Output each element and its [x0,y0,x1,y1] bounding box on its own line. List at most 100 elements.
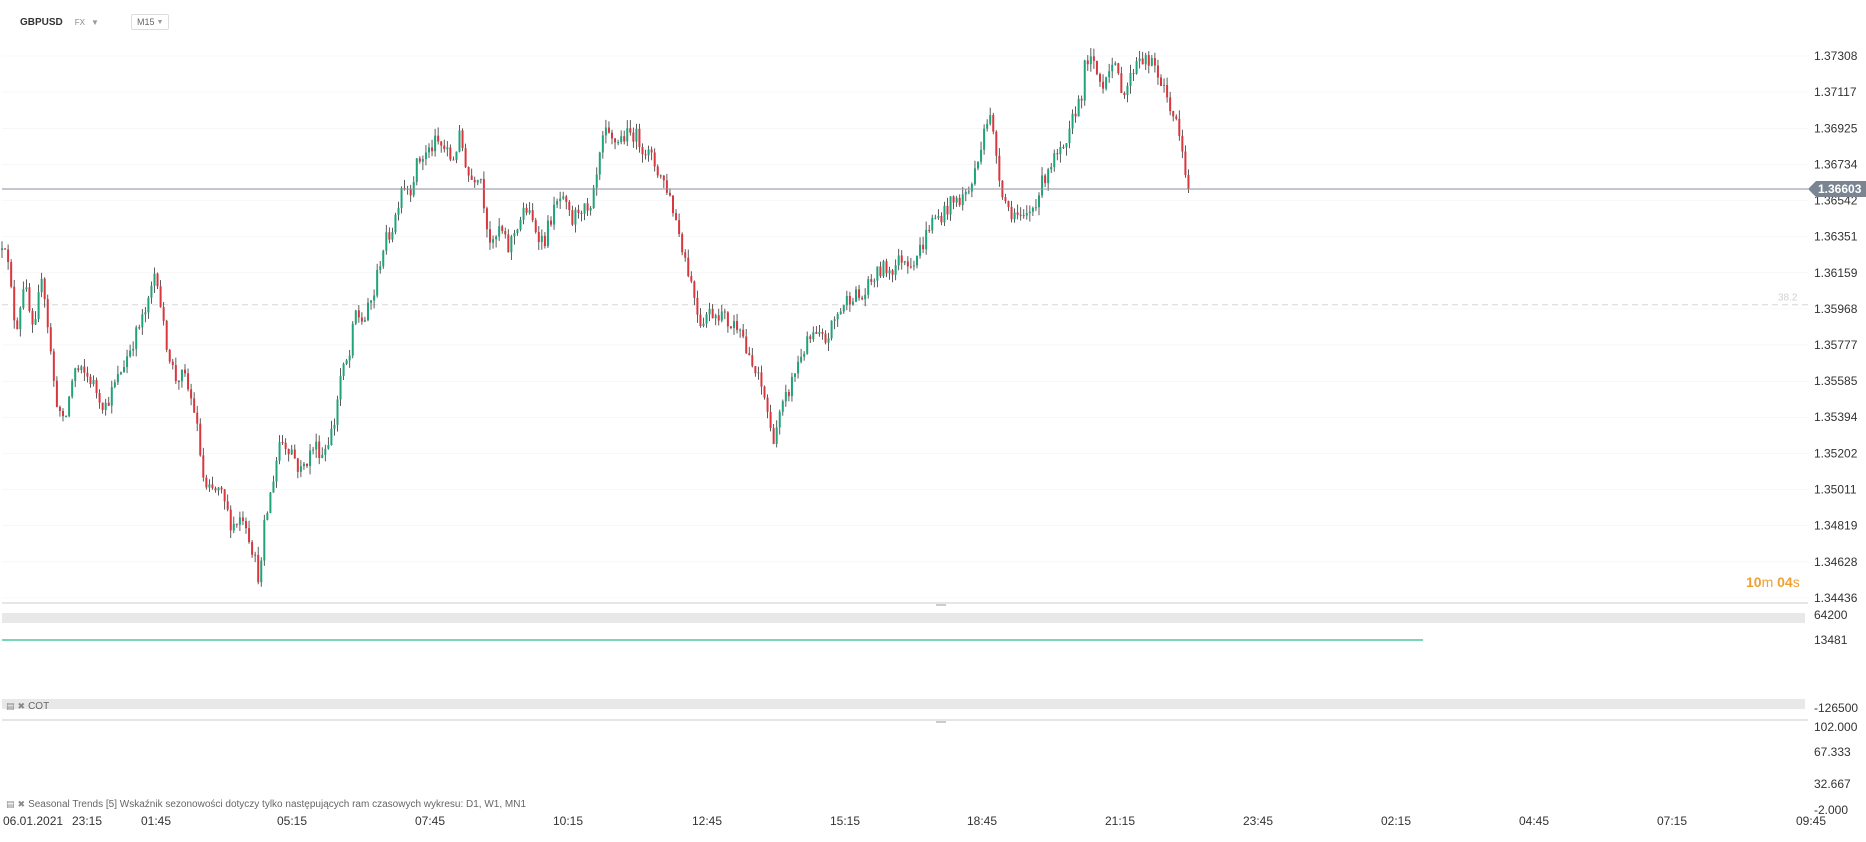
candle-body[interactable] [254,554,257,556]
candle-body[interactable] [415,158,418,183]
candle-body[interactable] [327,444,330,449]
candle-body[interactable] [156,273,159,287]
candle-body[interactable] [699,314,702,326]
candle-body[interactable] [775,427,778,444]
candle-body[interactable] [71,380,74,397]
candle-body[interactable] [873,280,876,282]
candle-body[interactable] [479,179,482,181]
candle-body[interactable] [443,145,446,150]
candle-body[interactable] [257,554,260,583]
candle-body[interactable] [113,382,116,388]
candle-body[interactable] [1169,97,1172,112]
candle-body[interactable] [861,297,864,300]
candle-body[interactable] [830,320,833,339]
candle-body[interactable] [10,262,13,287]
candle-body[interactable] [934,217,937,219]
candle-body[interactable] [604,127,607,136]
candle-body[interactable] [302,463,305,467]
candle-body[interactable] [77,368,80,370]
candle-body[interactable] [1166,84,1169,98]
candle-body[interactable] [418,158,421,162]
candle-body[interactable] [116,374,119,383]
candle-body[interactable] [339,376,342,400]
candle-body[interactable] [970,184,973,192]
candle-body[interactable] [309,450,312,466]
candle-body[interactable] [229,509,232,531]
candle-body[interactable] [345,360,348,364]
candle-body[interactable] [123,367,125,373]
candle-body[interactable] [74,368,77,381]
candle-body[interactable] [867,279,870,295]
candle-body[interactable] [1025,213,1028,216]
candle-body[interactable] [781,401,784,412]
candle-body[interactable] [504,231,507,235]
candle-body[interactable] [784,391,787,402]
candle-body[interactable] [882,261,885,277]
candle-body[interactable] [394,214,397,233]
candle-body[interactable] [363,320,366,322]
candle-body[interactable] [290,449,293,455]
candle-body[interactable] [489,229,491,243]
candle-body[interactable] [168,349,171,362]
candle-body[interactable] [922,244,925,250]
candle-body[interactable] [995,131,998,156]
candle-body[interactable] [7,249,10,263]
candle-body[interactable] [641,147,644,155]
candle-body[interactable] [440,141,443,146]
candle-body[interactable] [550,220,552,225]
candle-body[interactable] [983,128,986,150]
candle-body[interactable] [28,287,31,311]
candle-body[interactable] [1095,60,1098,75]
candle-body[interactable] [1099,74,1101,82]
candle-body[interactable] [174,365,177,382]
candle-body[interactable] [68,396,71,417]
candle-body[interactable] [1147,55,1150,66]
candle-body[interactable] [553,204,556,225]
candle-body[interactable] [653,152,656,167]
candle-body[interactable] [650,149,653,153]
candle-body[interactable] [955,197,958,203]
candle-body[interactable] [894,265,897,275]
candle-body[interactable] [324,448,327,455]
candle-body[interactable] [452,159,455,161]
candle-body[interactable] [379,266,382,270]
candle-body[interactable] [614,138,617,143]
candle-body[interactable] [681,233,684,253]
candle-body[interactable] [672,195,674,214]
candle-body[interactable] [138,327,141,329]
candle-body[interactable] [202,455,205,478]
candle-body[interactable] [409,189,412,196]
settings-icon[interactable]: ▤ [6,799,15,809]
candle-body[interactable] [187,373,190,390]
candle-body[interactable] [592,187,595,208]
candle-body[interactable] [943,205,946,223]
candle-body[interactable] [190,389,193,399]
candle-body[interactable] [1114,63,1117,65]
candle-body[interactable] [501,226,504,232]
candle-body[interactable] [1022,215,1025,217]
candle-body[interactable] [806,336,809,354]
candle-body[interactable] [101,402,104,410]
candle-body[interactable] [815,332,818,334]
candle-body[interactable] [1126,85,1129,95]
candle-body[interactable] [1129,73,1132,86]
candle-body[interactable] [656,166,659,176]
candle-body[interactable] [583,203,586,214]
candle-body[interactable] [531,210,534,221]
candle-body[interactable] [607,127,610,133]
candle-body[interactable] [476,180,479,183]
candle-body[interactable] [376,269,379,296]
candle-body[interactable] [1102,81,1105,89]
candle-body[interactable] [1105,77,1108,89]
candle-body[interactable] [92,379,95,385]
candle-body[interactable] [1123,92,1126,95]
candle-body[interactable] [455,151,458,160]
candle-body[interactable] [958,197,961,205]
candle-body[interactable] [1150,58,1153,66]
candle-body[interactable] [370,300,373,303]
candle-body[interactable] [931,218,934,231]
candle-body[interactable] [797,361,800,374]
candle-body[interactable] [360,317,363,322]
